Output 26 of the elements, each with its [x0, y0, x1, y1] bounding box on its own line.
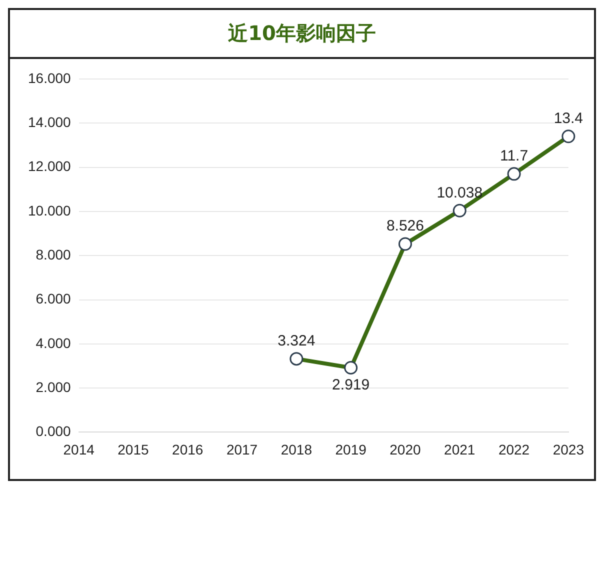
- x-tick-label: 2014: [63, 441, 95, 458]
- y-tick-label: 8.000: [36, 246, 72, 262]
- data-label: 11.7: [500, 148, 528, 165]
- x-tick-label: 2022: [498, 441, 530, 458]
- x-tick-label: 2019: [335, 441, 367, 458]
- y-tick-label: 0.000: [36, 423, 72, 440]
- y-tick-label: 6.000: [36, 290, 72, 307]
- y-tick-label: 10.000: [28, 202, 72, 218]
- data-label: 10.038: [436, 184, 483, 202]
- x-tick-label: 2016: [172, 441, 204, 458]
- y-tick-label: 2.000: [36, 378, 72, 395]
- y-tick-label: 14.000: [28, 114, 72, 130]
- y-tick-label: 12.000: [28, 158, 72, 174]
- data-label: 8.526: [386, 218, 424, 235]
- x-tick-label: 2023: [552, 441, 584, 458]
- x-tick-label: 2020: [390, 441, 422, 458]
- y-tick-label: 4.000: [36, 334, 72, 351]
- x-tick-label: 2021: [444, 441, 476, 458]
- x-tick-label: 2017: [226, 441, 258, 458]
- y-tick-label: 16.000: [28, 70, 72, 86]
- data-label: 13.4: [554, 110, 584, 128]
- data-label: 2.919: [332, 376, 370, 394]
- data-label: 3.324: [278, 332, 316, 350]
- chart-title: 近10年影响因子: [10, 10, 594, 59]
- x-tick-label: 2018: [280, 441, 312, 458]
- x-tick-label: 2015: [118, 441, 149, 458]
